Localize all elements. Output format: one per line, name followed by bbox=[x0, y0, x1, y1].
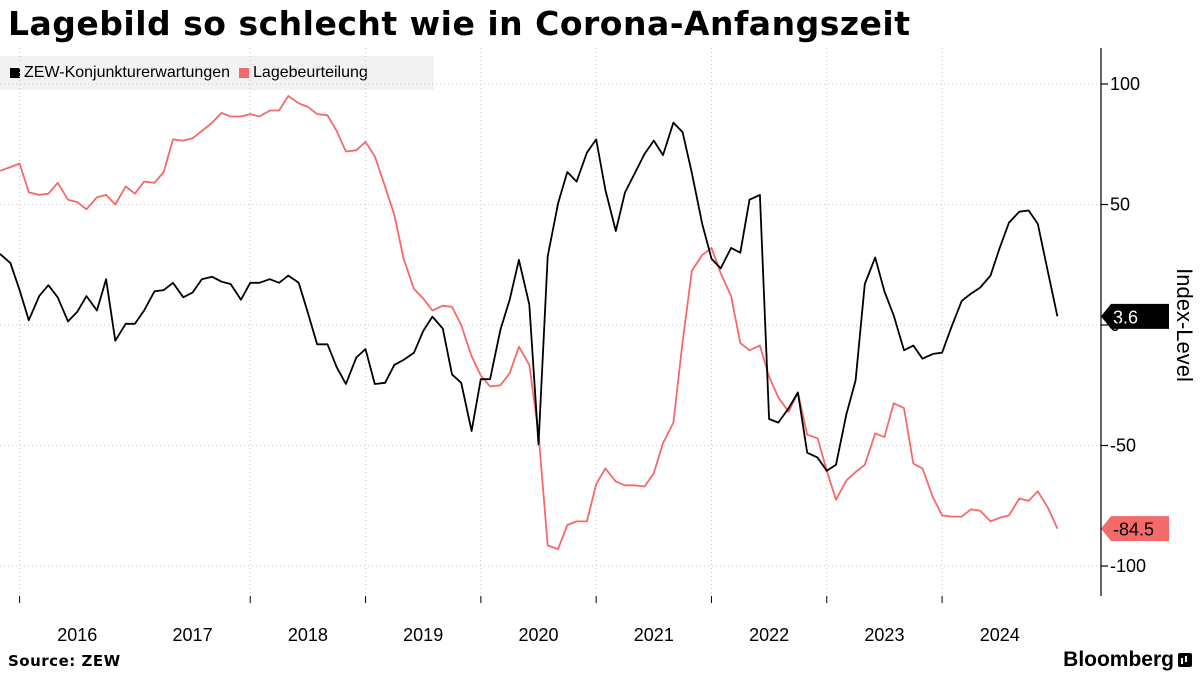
x-axis: 2016 2017 2018 2019 2020 2021 2022 2023 2024 bbox=[19, 596, 1020, 645]
x-tick-label: 2020 bbox=[518, 625, 558, 645]
last-value-tag-assessment: -84.5 bbox=[1101, 516, 1169, 542]
last-value-tag-bg bbox=[1101, 303, 1169, 329]
series-layer: 3.6 -84.5 bbox=[0, 95, 1169, 550]
last-value-label: 3.6 bbox=[1113, 307, 1138, 327]
legend-swatch-expectations bbox=[10, 68, 20, 78]
x-tick-label: 2022 bbox=[749, 625, 789, 645]
x-tick-label: 2016 bbox=[57, 625, 97, 645]
legend-swatch-assessment bbox=[239, 68, 250, 78]
legend-label-expectations: ZEW-Konjunkturerwartungen bbox=[24, 64, 231, 81]
legend-item-expectations: ZEW-Konjunkturerwartungen bbox=[10, 64, 230, 82]
x-tick-label: 2023 bbox=[864, 625, 904, 645]
x-tick-label: 2019 bbox=[403, 625, 443, 645]
last-value-label: -84.5 bbox=[1113, 520, 1154, 540]
last-value-tag-expectations: 3.6 bbox=[1101, 303, 1169, 329]
gridlines bbox=[0, 48, 1101, 596]
y-tick-label: -50 bbox=[1110, 436, 1136, 456]
series-line-assessment bbox=[0, 95, 1059, 550]
y-tick-label: -100 bbox=[1110, 556, 1146, 576]
chart-title: Lagebild so schlecht wie in Corona-Anfan… bbox=[8, 4, 911, 43]
last-value-tag-bg bbox=[1101, 516, 1169, 542]
y-tick-label: 100 bbox=[1110, 74, 1140, 94]
brand-name: Bloomberg bbox=[1063, 648, 1174, 671]
x-tick-label: 2017 bbox=[173, 625, 213, 645]
x-tick-label: 2024 bbox=[980, 625, 1020, 645]
y-tick-label: 50 bbox=[1110, 195, 1130, 215]
x-tick-label: 2018 bbox=[288, 625, 328, 645]
bloomberg-terminal-icon bbox=[1178, 653, 1192, 667]
x-tick-label: 2021 bbox=[634, 625, 674, 645]
y-axis-title: Index-Level bbox=[1172, 268, 1197, 382]
y-axis: 100 50 0 -50 -100 bbox=[1100, 48, 1146, 596]
series-line-expectations bbox=[0, 121, 1059, 472]
legend-item-assessment: Lagebeurteilung bbox=[239, 64, 368, 82]
brand-logo: Bloomberg bbox=[1063, 648, 1192, 672]
source-note: Source: ZEW bbox=[8, 652, 121, 670]
y-tick-label: 0 bbox=[1110, 315, 1120, 335]
legend-label-assessment: Lagebeurteilung bbox=[253, 64, 368, 81]
